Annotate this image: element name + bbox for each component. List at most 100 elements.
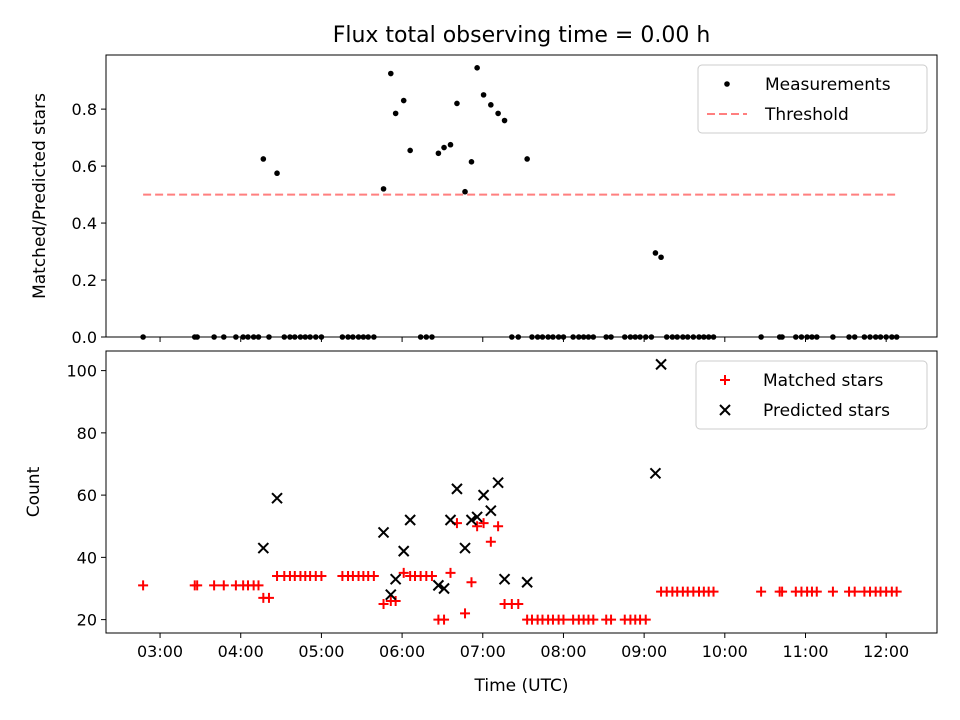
y-tick-label: 20 xyxy=(77,611,97,630)
measurement-point xyxy=(580,334,587,340)
measurement-point xyxy=(387,70,394,77)
y-tick-label: 0.6 xyxy=(72,157,97,176)
measurement-point xyxy=(488,102,494,108)
measurement-point xyxy=(287,334,293,340)
matched-star-point xyxy=(426,571,437,582)
measurement-point xyxy=(627,334,634,340)
legend-marker xyxy=(720,375,730,385)
measurement-point xyxy=(851,334,858,340)
measurement-point xyxy=(555,334,562,340)
measurement-point xyxy=(392,110,399,117)
matched-star-point xyxy=(849,586,860,597)
measurement-point xyxy=(804,334,810,340)
measurement-point xyxy=(539,334,546,340)
matched-star-point xyxy=(368,571,379,582)
measurement-point xyxy=(893,334,900,340)
measurement-point xyxy=(211,334,217,340)
measurement-point xyxy=(355,334,362,340)
legend-label: Matched stars xyxy=(763,371,883,391)
predicted-star-point xyxy=(465,514,478,526)
measurement-point xyxy=(245,334,251,340)
measurement-point xyxy=(274,170,280,177)
x-tick-label: 09:00 xyxy=(621,642,667,661)
top-plot-marks xyxy=(140,65,900,340)
legend-label: Measurements xyxy=(765,75,891,95)
measurement-point xyxy=(260,156,267,162)
predicted-star-point xyxy=(257,542,270,554)
bottom-legend: Matched stars Predicted stars xyxy=(695,360,928,430)
predicted-star-point xyxy=(498,573,511,585)
predicted-star-point xyxy=(649,467,662,480)
x-axis-label: Time (UTC) xyxy=(474,676,569,696)
predicted-star-point xyxy=(271,492,283,504)
predicted-star-point xyxy=(444,514,457,526)
measurement-point xyxy=(779,334,785,340)
x-tick-label: 07:00 xyxy=(460,642,506,661)
measurement-point xyxy=(658,254,664,261)
measurement-point xyxy=(407,147,413,154)
measurement-point xyxy=(400,97,407,104)
matched-star-point xyxy=(558,614,569,625)
measurement-point xyxy=(423,334,430,340)
measurement-point xyxy=(701,334,707,340)
predicted-star-point xyxy=(398,545,410,557)
bottom-plot-frame xyxy=(105,350,938,634)
legend-label: Threshold xyxy=(764,105,849,125)
legend-label: Predicted stars xyxy=(763,401,890,421)
measurement-point xyxy=(529,334,535,340)
measurement-point xyxy=(877,334,884,340)
matched-star-point xyxy=(478,518,489,529)
measurement-point xyxy=(281,334,288,340)
measurement-point xyxy=(560,334,567,340)
matched-star-point xyxy=(218,580,229,591)
measurement-point xyxy=(233,334,239,340)
predicted-star-point xyxy=(385,589,397,601)
measurement-point xyxy=(674,334,681,340)
matched-star-point xyxy=(485,536,496,547)
bottom-panel: Time (UTC) Count 03:00 04:00 05:00 06:00 07:… xyxy=(24,350,938,696)
predicted-star-point xyxy=(438,582,450,595)
measurement-point xyxy=(417,334,424,340)
legend-marker xyxy=(719,404,731,416)
measurement-point xyxy=(194,334,200,340)
matched-star-point xyxy=(606,614,617,625)
measurement-point xyxy=(809,334,815,340)
x-tick-label: 05:00 xyxy=(298,642,344,661)
measurement-point xyxy=(462,188,468,195)
y-tick-label: 80 xyxy=(77,424,97,443)
measurement-point xyxy=(339,334,346,340)
x-tick-label: 04:00 xyxy=(218,642,264,661)
measurement-point xyxy=(585,334,592,340)
matched-star-point xyxy=(811,586,822,597)
top-axis-ticks: 0.0 0.2 0.4 0.6 0.8 xyxy=(72,100,887,347)
measurement-point xyxy=(297,334,304,340)
predicted-star-point xyxy=(521,576,533,588)
x-tick-label: 11:00 xyxy=(782,642,828,661)
matched-star-point xyxy=(777,586,788,597)
matched-star-point xyxy=(513,599,524,610)
measurement-point xyxy=(621,334,628,340)
matched-star-point xyxy=(827,586,838,597)
measurement-point xyxy=(652,250,659,256)
measurement-point xyxy=(474,65,480,71)
y-tick-label: 100 xyxy=(66,362,97,381)
measurement-point xyxy=(447,141,454,148)
measurement-point xyxy=(524,156,530,162)
matched-star-point xyxy=(439,614,450,625)
measurement-point xyxy=(350,334,356,340)
matched-star-point xyxy=(138,580,149,591)
matched-star-point xyxy=(708,586,719,597)
measurement-point xyxy=(255,334,262,340)
matched-star-point xyxy=(316,571,327,582)
measurement-point xyxy=(889,334,895,340)
predicted-star-point xyxy=(471,511,483,523)
measurement-point xyxy=(545,334,551,340)
measurement-point xyxy=(291,334,298,340)
measurement-point xyxy=(360,334,367,340)
x-tick-label: 06:00 xyxy=(379,642,425,661)
measurement-point xyxy=(509,334,515,340)
measurement-point xyxy=(468,159,475,165)
measurement-point xyxy=(603,334,610,340)
measurement-point xyxy=(501,117,508,124)
matched-star-point xyxy=(398,567,409,578)
